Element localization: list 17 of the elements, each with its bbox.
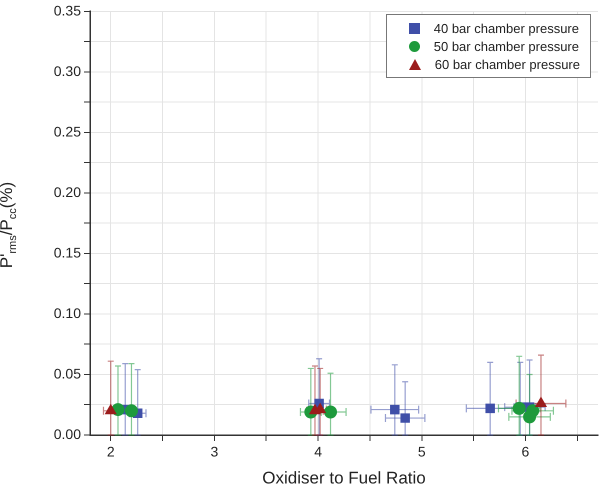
y-tick-label: 0.30	[54, 62, 82, 79]
y-tick-label: 0.25	[54, 123, 82, 140]
x-tick-label: 3	[210, 443, 219, 460]
y-tick-label: 0.10	[54, 304, 82, 321]
x-tick-label: 5	[418, 443, 426, 460]
x-tick-label: 4	[314, 443, 322, 460]
legend-label: 60 bar chamber pressure	[434, 56, 580, 72]
x-tick-label: 2	[106, 443, 115, 460]
y-tick-label: 0.20	[54, 184, 82, 200]
y-tick-label: 0.35	[54, 2, 82, 18]
x-axis-title: Oxidiser to Fuel Ratio	[262, 468, 426, 488]
legend-label: 40 bar chamber pressure	[434, 20, 579, 36]
y-tick-label: 0.05	[54, 365, 82, 382]
text: 0.00	[54, 426, 81, 442]
y-tick-label: 0.15	[54, 244, 82, 260]
legend-label: 50 bar chamber pressure	[434, 38, 579, 54]
x-tick-label: 6	[522, 443, 530, 460]
